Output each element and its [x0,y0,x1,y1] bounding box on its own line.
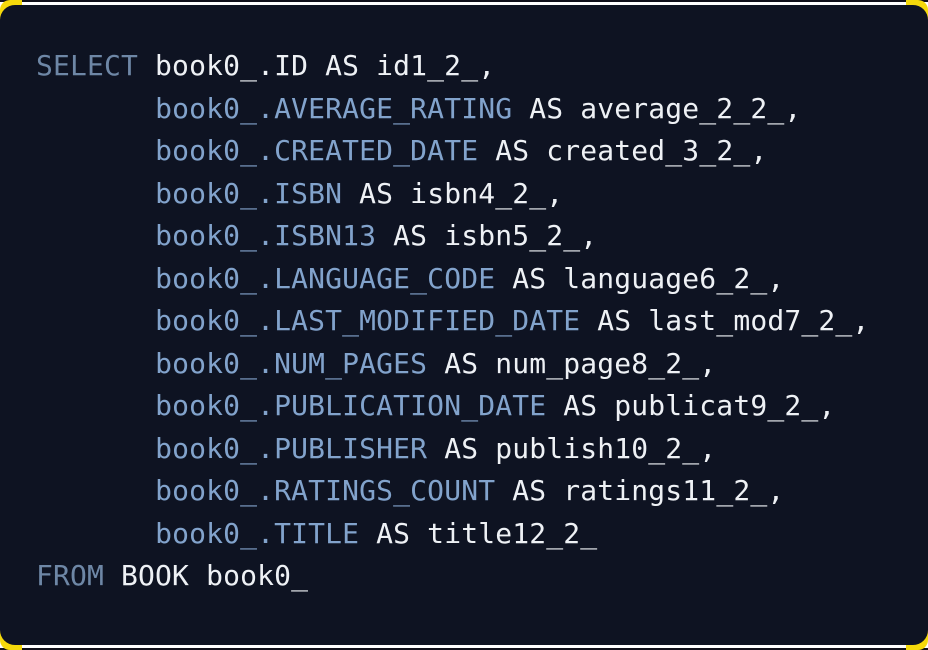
code-token: SELECT [36,49,139,82]
code-token: book0_.RATINGS_COUNT [155,474,496,507]
code-token: book0_.TITLE [155,516,360,550]
code-token: book0_.ISBN [155,176,343,210]
code-line: book0_.PUBLISHER AS publish10_2_, [36,428,904,471]
code-line: book0_.RATINGS_COUNT AS ratings11_2_, [36,470,904,513]
code-token [36,177,155,210]
code-token: book0_.CREATED_DATE [155,134,479,167]
code-token: AS isbn5_2_, [376,219,598,252]
code-token: AS isbn4_2_, [342,176,564,210]
code-token [36,432,155,465]
code-line: SELECT book0_.ID AS id1_2_, [36,45,904,88]
code-token [36,389,155,422]
code-token: book0_.LAST_MODIFIED_DATE [155,304,581,337]
sql-code-card: SELECT book0_.ID AS id1_2_, book0_.AVERA… [0,5,928,645]
top-edge-line [0,0,928,2]
code-line: book0_.PUBLICATION_DATE AS publicat9_2_, [36,385,904,428]
code-token: book0_.ID AS id1_2_, [138,49,496,82]
code-line: FROM BOOK book0_ [36,555,904,598]
code-token: book0_.PUBLISHER [155,431,428,465]
sql-code-block: SELECT book0_.ID AS id1_2_, book0_.AVERA… [0,5,928,598]
code-line: book0_.LANGUAGE_CODE AS language6_2_, [36,258,904,301]
code-line: book0_.CREATED_DATE AS created_3_2_, [36,130,904,173]
code-token: AS average_2_2_, [512,91,802,125]
code-token: AS language6_2_, [495,261,785,295]
code-token: FROM [36,559,105,592]
code-token: book0_.LANGUAGE_CODE [155,261,496,295]
code-token: AS ratings11_2_, [495,474,785,507]
bottom-edge-line [0,648,928,650]
code-line: book0_.LAST_MODIFIED_DATE AS last_mod7_2… [36,300,904,343]
code-token: BOOK book0_ [104,559,309,592]
code-token [36,304,155,337]
code-line: book0_.TITLE AS title12_2_ [36,513,904,556]
code-line: book0_.ISBN AS isbn4_2_, [36,173,904,216]
code-line: book0_.NUM_PAGES AS num_page8_2_, [36,343,904,386]
code-token: book0_.NUM_PAGES [155,346,428,380]
code-token [36,262,155,295]
code-token: book0_.PUBLICATION_DATE [155,389,547,422]
code-line: book0_.ISBN13 AS isbn5_2_, [36,215,904,258]
code-token: AS num_page8_2_, [427,346,717,380]
code-token [36,347,155,380]
code-token [36,517,155,550]
code-token: book0_.AVERAGE_RATING [155,91,513,125]
code-line: book0_.AVERAGE_RATING AS average_2_2_, [36,88,904,131]
code-token [36,134,155,167]
code-token: AS created_3_2_, [478,134,768,167]
code-token [36,474,155,507]
code-token [36,219,155,252]
code-token: AS last_mod7_2_, [580,304,870,337]
code-token: AS publicat9_2_, [546,389,836,422]
code-token: AS publish10_2_, [427,431,717,465]
code-token: book0_.ISBN13 [155,219,377,252]
code-token: AS title12_2_ [359,516,598,550]
code-token [36,92,155,125]
